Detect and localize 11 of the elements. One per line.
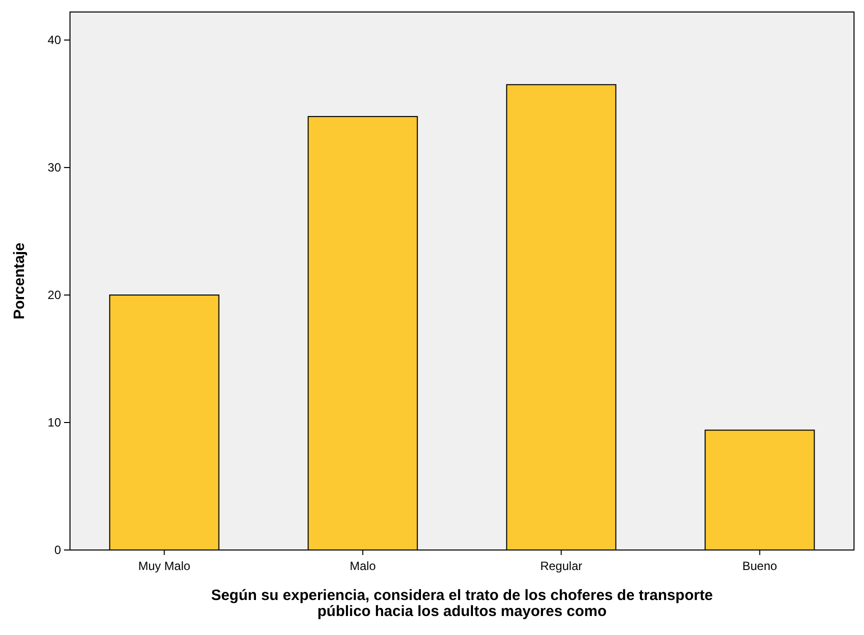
y-tick-label: 40 (48, 33, 62, 48)
x-tick-label: Malo (350, 559, 376, 573)
y-tick-label: 20 (48, 288, 62, 302)
x-tick-label: Bueno (742, 559, 778, 573)
y-tick-label: 30 (48, 160, 62, 175)
y-tick-label: 10 (48, 416, 62, 430)
x-tick-label: Muy Malo (138, 559, 191, 573)
x-tick-label: Regular (540, 559, 582, 573)
y-tick-label: 0 (54, 543, 62, 558)
y-axis-title: Porcentaje (11, 242, 28, 320)
x-axis-title: Según su experiencia, considera el trato de los choferes de transporte público hacia los adultos mayores como (211, 587, 713, 620)
